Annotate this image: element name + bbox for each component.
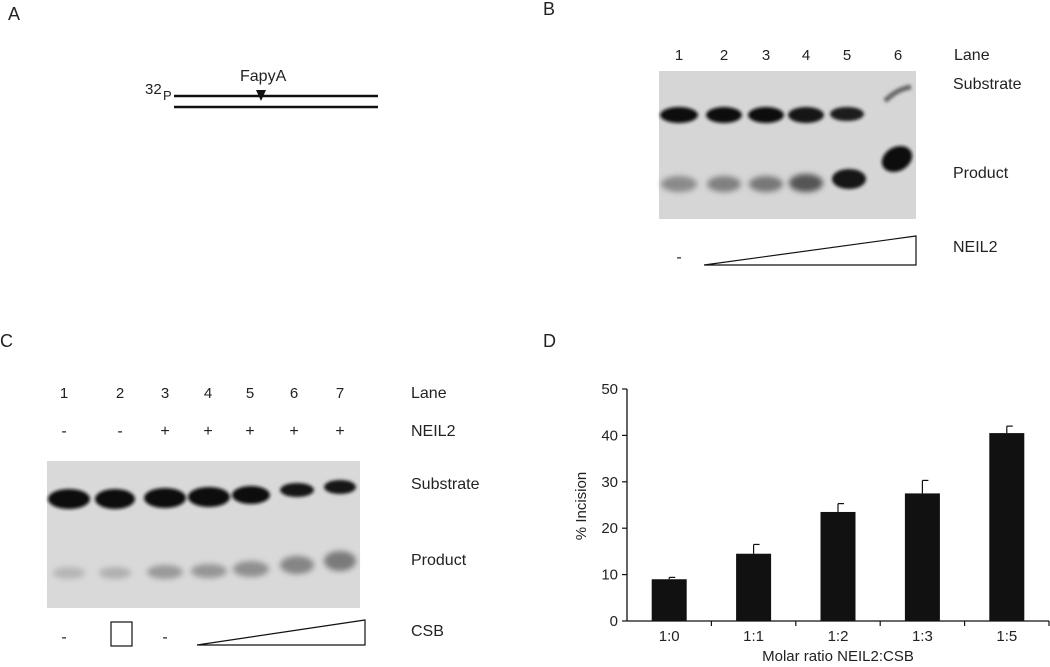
product-band	[280, 556, 314, 574]
product-band	[881, 146, 913, 172]
bar	[904, 493, 940, 621]
isotope-mass-number: 32	[145, 81, 162, 98]
substrate-band	[706, 107, 742, 123]
product-band	[99, 567, 131, 579]
substrate-band	[324, 480, 356, 494]
panel-c-lane-number: 3	[160, 385, 170, 402]
panel-b-gel-image	[659, 71, 916, 219]
neil2-sign: -	[117, 423, 123, 440]
x-tick-label: 1:0	[659, 628, 680, 645]
panel-c-lane-number: 5	[245, 385, 255, 402]
panel-b-lane-header: Lane	[954, 47, 990, 64]
panel-b-enzyme-label: NEIL2	[953, 239, 998, 256]
csb-minus-sign: -	[162, 629, 168, 646]
y-tick-label: 10	[601, 567, 618, 584]
product-band	[749, 176, 783, 192]
panel-c-product-label: Product	[411, 552, 467, 569]
panel-b-lane-number: 4	[801, 47, 811, 64]
product-band	[233, 561, 269, 577]
product-band	[661, 176, 697, 192]
substrate-band	[830, 107, 864, 121]
panel-b-lane-number: 1	[674, 47, 684, 64]
product-band	[324, 551, 356, 571]
panel-c-gel-bands	[48, 480, 356, 579]
lesion-arrow-icon	[256, 90, 266, 101]
panel-c-csb-label: CSB	[411, 623, 444, 640]
y-tick-label: 50	[601, 381, 618, 398]
product-band	[707, 176, 741, 192]
product-band	[832, 169, 866, 189]
panel-c-lane-number: 2	[115, 385, 125, 402]
x-tick-label: 1:5	[996, 628, 1017, 645]
substrate-band	[280, 483, 314, 497]
panel-b-lane-number: 2	[719, 47, 729, 64]
substrate-band	[788, 107, 824, 123]
x-tick-label: 1:3	[912, 628, 933, 645]
panel-b-lane-number: 5	[842, 47, 852, 64]
y-tick-label: 30	[601, 474, 618, 491]
panel-b-minus-sign: -	[676, 249, 682, 266]
panel-c-lane-number: 6	[289, 385, 299, 402]
neil2-sign: +	[203, 423, 213, 440]
neil2-sign: -	[61, 423, 67, 440]
y-axis-label: % Incision	[573, 472, 590, 540]
x-axis-label: Molar ratio NEIL2:CSB	[762, 648, 914, 665]
panel-c-lane-number: 1	[59, 385, 69, 402]
panel-b-lane-number: 6	[893, 47, 903, 64]
substrate-band	[95, 489, 135, 509]
panel-c-substrate-label: Substrate	[411, 476, 480, 493]
substrate-band	[144, 488, 186, 508]
y-tick-label: 40	[601, 427, 618, 444]
neil2-sign: +	[245, 423, 255, 440]
panel-c-lane-header: Lane	[411, 385, 447, 402]
csb-minus-sign: -	[61, 629, 67, 646]
product-band	[789, 174, 823, 192]
panel-a-letter: A	[8, 4, 21, 24]
bar	[989, 433, 1025, 621]
y-tick-label: 0	[610, 613, 618, 630]
neil2-sign: +	[335, 423, 345, 440]
bar	[820, 511, 856, 621]
x-tick-label: 1:1	[743, 628, 764, 645]
substrate-band	[232, 486, 270, 504]
panel-c-letter: C	[0, 331, 13, 351]
panel-c-gel-image	[47, 461, 360, 608]
panel-b-product-label: Product	[953, 165, 1009, 182]
panel-c-neil2-label: NEIL2	[411, 423, 456, 440]
csb-only-box-icon	[110, 621, 133, 647]
lesion-label: FapyA	[240, 68, 287, 85]
panel-b-gel-bands	[660, 84, 913, 192]
panel-d-letter: D	[543, 331, 556, 351]
bar	[651, 579, 687, 621]
bar	[736, 553, 772, 621]
panel-b-letter: B	[543, 0, 556, 19]
substrate-band	[188, 487, 230, 507]
csb-gradient-wedge-icon	[196, 619, 366, 646]
neil2-sign: +	[289, 423, 299, 440]
panel-b-substrate-label: Substrate	[953, 76, 1022, 93]
panel-b-lane-number: 3	[761, 47, 771, 64]
y-tick-label: 20	[601, 520, 618, 537]
substrate-band	[748, 107, 784, 123]
x-tick-label: 1:2	[828, 628, 849, 645]
substrate-band-faint	[883, 84, 912, 103]
product-band	[147, 565, 183, 579]
isotope-symbol: P	[163, 88, 172, 103]
panel-c-lane-number: 7	[335, 385, 345, 402]
substrate-band	[660, 107, 698, 123]
panel-c-lane-number: 4	[203, 385, 213, 402]
product-band	[191, 564, 227, 578]
substrate-band	[48, 489, 90, 509]
product-band	[53, 567, 85, 579]
neil2-sign: +	[160, 423, 170, 440]
